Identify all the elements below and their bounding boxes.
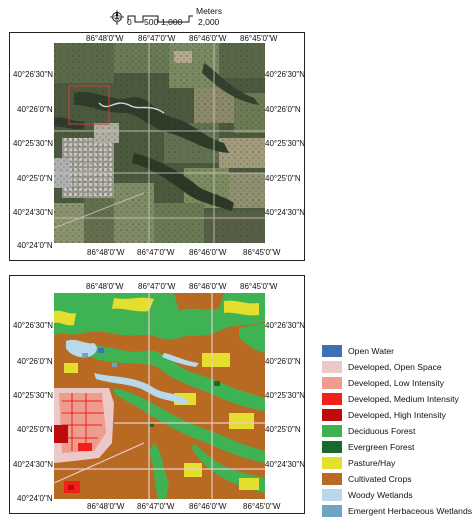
legend-item-cultivated-crops: Cultivated Crops xyxy=(322,472,412,485)
bottom-map-bottom-lon-3: 86°46'0"W xyxy=(189,502,227,511)
bottom-map-top-lon-3: 86°46'0"W xyxy=(189,282,227,291)
legend-label: Developed, Medium Intensity xyxy=(348,393,459,404)
scale-tick-2000: 2,000 xyxy=(198,17,220,27)
landcover-graphic xyxy=(54,293,265,499)
legend-label: Evergreen Forest xyxy=(348,441,415,452)
scale-tick-500: 500 xyxy=(144,17,159,27)
scale-unit: Meters xyxy=(196,6,222,16)
landcover-map xyxy=(54,293,265,499)
legend-label: Emergent Herbaceous Wetlands xyxy=(348,505,473,516)
legend-item-pasture-hay: Pasture/Hay xyxy=(322,456,395,469)
legend-item-developed-open-space: Developed, Open Space xyxy=(322,360,442,373)
study-area-highlight xyxy=(68,85,110,125)
legend-label: Woody Wetlands xyxy=(348,489,413,500)
bottom-map-left-lat-3: 40°25'30"N xyxy=(13,391,54,400)
north-arrow-icon xyxy=(109,9,125,26)
aerial-map xyxy=(54,43,265,243)
bottom-map-left-lat-4: 40°25'0"N xyxy=(17,425,53,434)
bottom-map-bottom-lon-1: 86°48'0"W xyxy=(87,502,125,511)
bottom-map-right-lat-5: 40°24'30"N xyxy=(265,460,306,469)
bottom-map-right-lat-2: 40°26'0"N xyxy=(265,357,301,366)
aerial-imagery-graphic xyxy=(54,43,265,243)
top-map-top-lon-4: 86°45'0"W xyxy=(240,34,278,43)
legend-item-woody-wetlands: Woody Wetlands xyxy=(322,488,413,501)
legend-label: Cultivated Crops xyxy=(348,473,412,484)
top-map-top-lon-2: 86°47'0"W xyxy=(138,34,176,43)
legend-swatch xyxy=(322,408,342,421)
legend-swatch xyxy=(322,472,342,485)
legend-label: Developed, Low Intensity xyxy=(348,377,445,388)
legend-item-evergreen-forest: Evergreen Forest xyxy=(322,440,414,453)
top-map-left-lat-1: 40°26'30"N xyxy=(13,70,54,79)
top-map-right-lat-4: 40°25'0"N xyxy=(265,174,301,183)
top-map-bottom-lon-1: 86°48'0"W xyxy=(87,248,125,257)
legend-swatch xyxy=(322,488,342,501)
bottom-map-bottom-lon-2: 86°47'0"W xyxy=(137,502,175,511)
legend-label: Developed, High Intensity xyxy=(348,409,446,420)
legend-item-deciduous-forest: Deciduous Forest xyxy=(322,424,415,437)
top-map-bottom-lon-4: 86°45'0"W xyxy=(243,248,281,257)
legend-swatch xyxy=(322,504,342,517)
bottom-map-top-lon-4: 86°45'0"W xyxy=(240,282,278,291)
bottom-map-top-lon-1: 86°48'0"W xyxy=(86,282,124,291)
legend-swatch xyxy=(322,344,342,357)
legend-swatch xyxy=(322,440,342,453)
top-map-left-lat-3: 40°25'30"N xyxy=(13,139,54,148)
legend-label: Open Water xyxy=(348,345,395,356)
legend-label: Deciduous Forest xyxy=(348,425,416,436)
legend-label: Developed, Open Space xyxy=(348,361,442,372)
legend-item-developed-high-intensity: Developed, High Intensity xyxy=(322,408,446,421)
legend-item-emergent-herbaceous-wetlands: Emergent Herbaceous Wetlands xyxy=(322,504,472,517)
legend-item-developed-medium-intensity: Developed, Medium Intensity xyxy=(322,392,459,405)
top-map-right-lat-2: 40°26'0"N xyxy=(265,105,301,114)
bottom-map-right-lat-4: 40°25'0"N xyxy=(265,425,301,434)
legend-item-developed-low-intensity: Developed, Low Intensity xyxy=(322,376,444,389)
bottom-map-left-lat-2: 40°26'0"N xyxy=(17,357,53,366)
legend-label: Pasture/Hay xyxy=(348,457,396,468)
bottom-map-left-lat-1: 40°26'30"N xyxy=(13,321,54,330)
top-map-top-lon-1: 86°48'0"W xyxy=(86,34,124,43)
bottom-map-left-lat-6: 40°24'0"N xyxy=(17,494,53,503)
top-map-right-lat-1: 40°26'30"N xyxy=(265,70,306,79)
bottom-map-bottom-lon-4: 86°45'0"W xyxy=(243,502,281,511)
top-map-right-lat-3: 40°25'30"N xyxy=(265,139,306,148)
scale-tick-1000: 1,000 xyxy=(161,17,183,27)
legend-swatch xyxy=(322,376,342,389)
legend-swatch xyxy=(322,392,342,405)
bottom-map-left-lat-5: 40°24'30"N xyxy=(13,460,54,469)
top-map-right-lat-5: 40°24'30"N xyxy=(265,208,306,217)
legend-item-open-water: Open Water xyxy=(322,344,394,357)
top-map-top-lon-3: 86°46'0"W xyxy=(189,34,227,43)
top-map-bottom-lon-2: 86°47'0"W xyxy=(137,248,175,257)
top-map-left-lat-2: 40°26'0"N xyxy=(17,105,53,114)
legend-swatch xyxy=(322,424,342,437)
top-map-left-lat-5: 40°24'30"N xyxy=(13,208,54,217)
bottom-map-top-lon-2: 86°47'0"W xyxy=(138,282,176,291)
top-map-left-lat-6: 40°24'0"N xyxy=(17,241,53,250)
legend-swatch xyxy=(322,360,342,373)
legend-swatch xyxy=(322,456,342,469)
scale-bar xyxy=(127,10,217,23)
bottom-map-right-lat-3: 40°25'30"N xyxy=(265,391,306,400)
scale-tick-0: 0 xyxy=(127,17,132,27)
top-map-bottom-lon-3: 86°46'0"W xyxy=(189,248,227,257)
top-map-left-lat-4: 40°25'0"N xyxy=(17,174,53,183)
bottom-map-right-lat-1: 40°26'30"N xyxy=(265,321,306,330)
